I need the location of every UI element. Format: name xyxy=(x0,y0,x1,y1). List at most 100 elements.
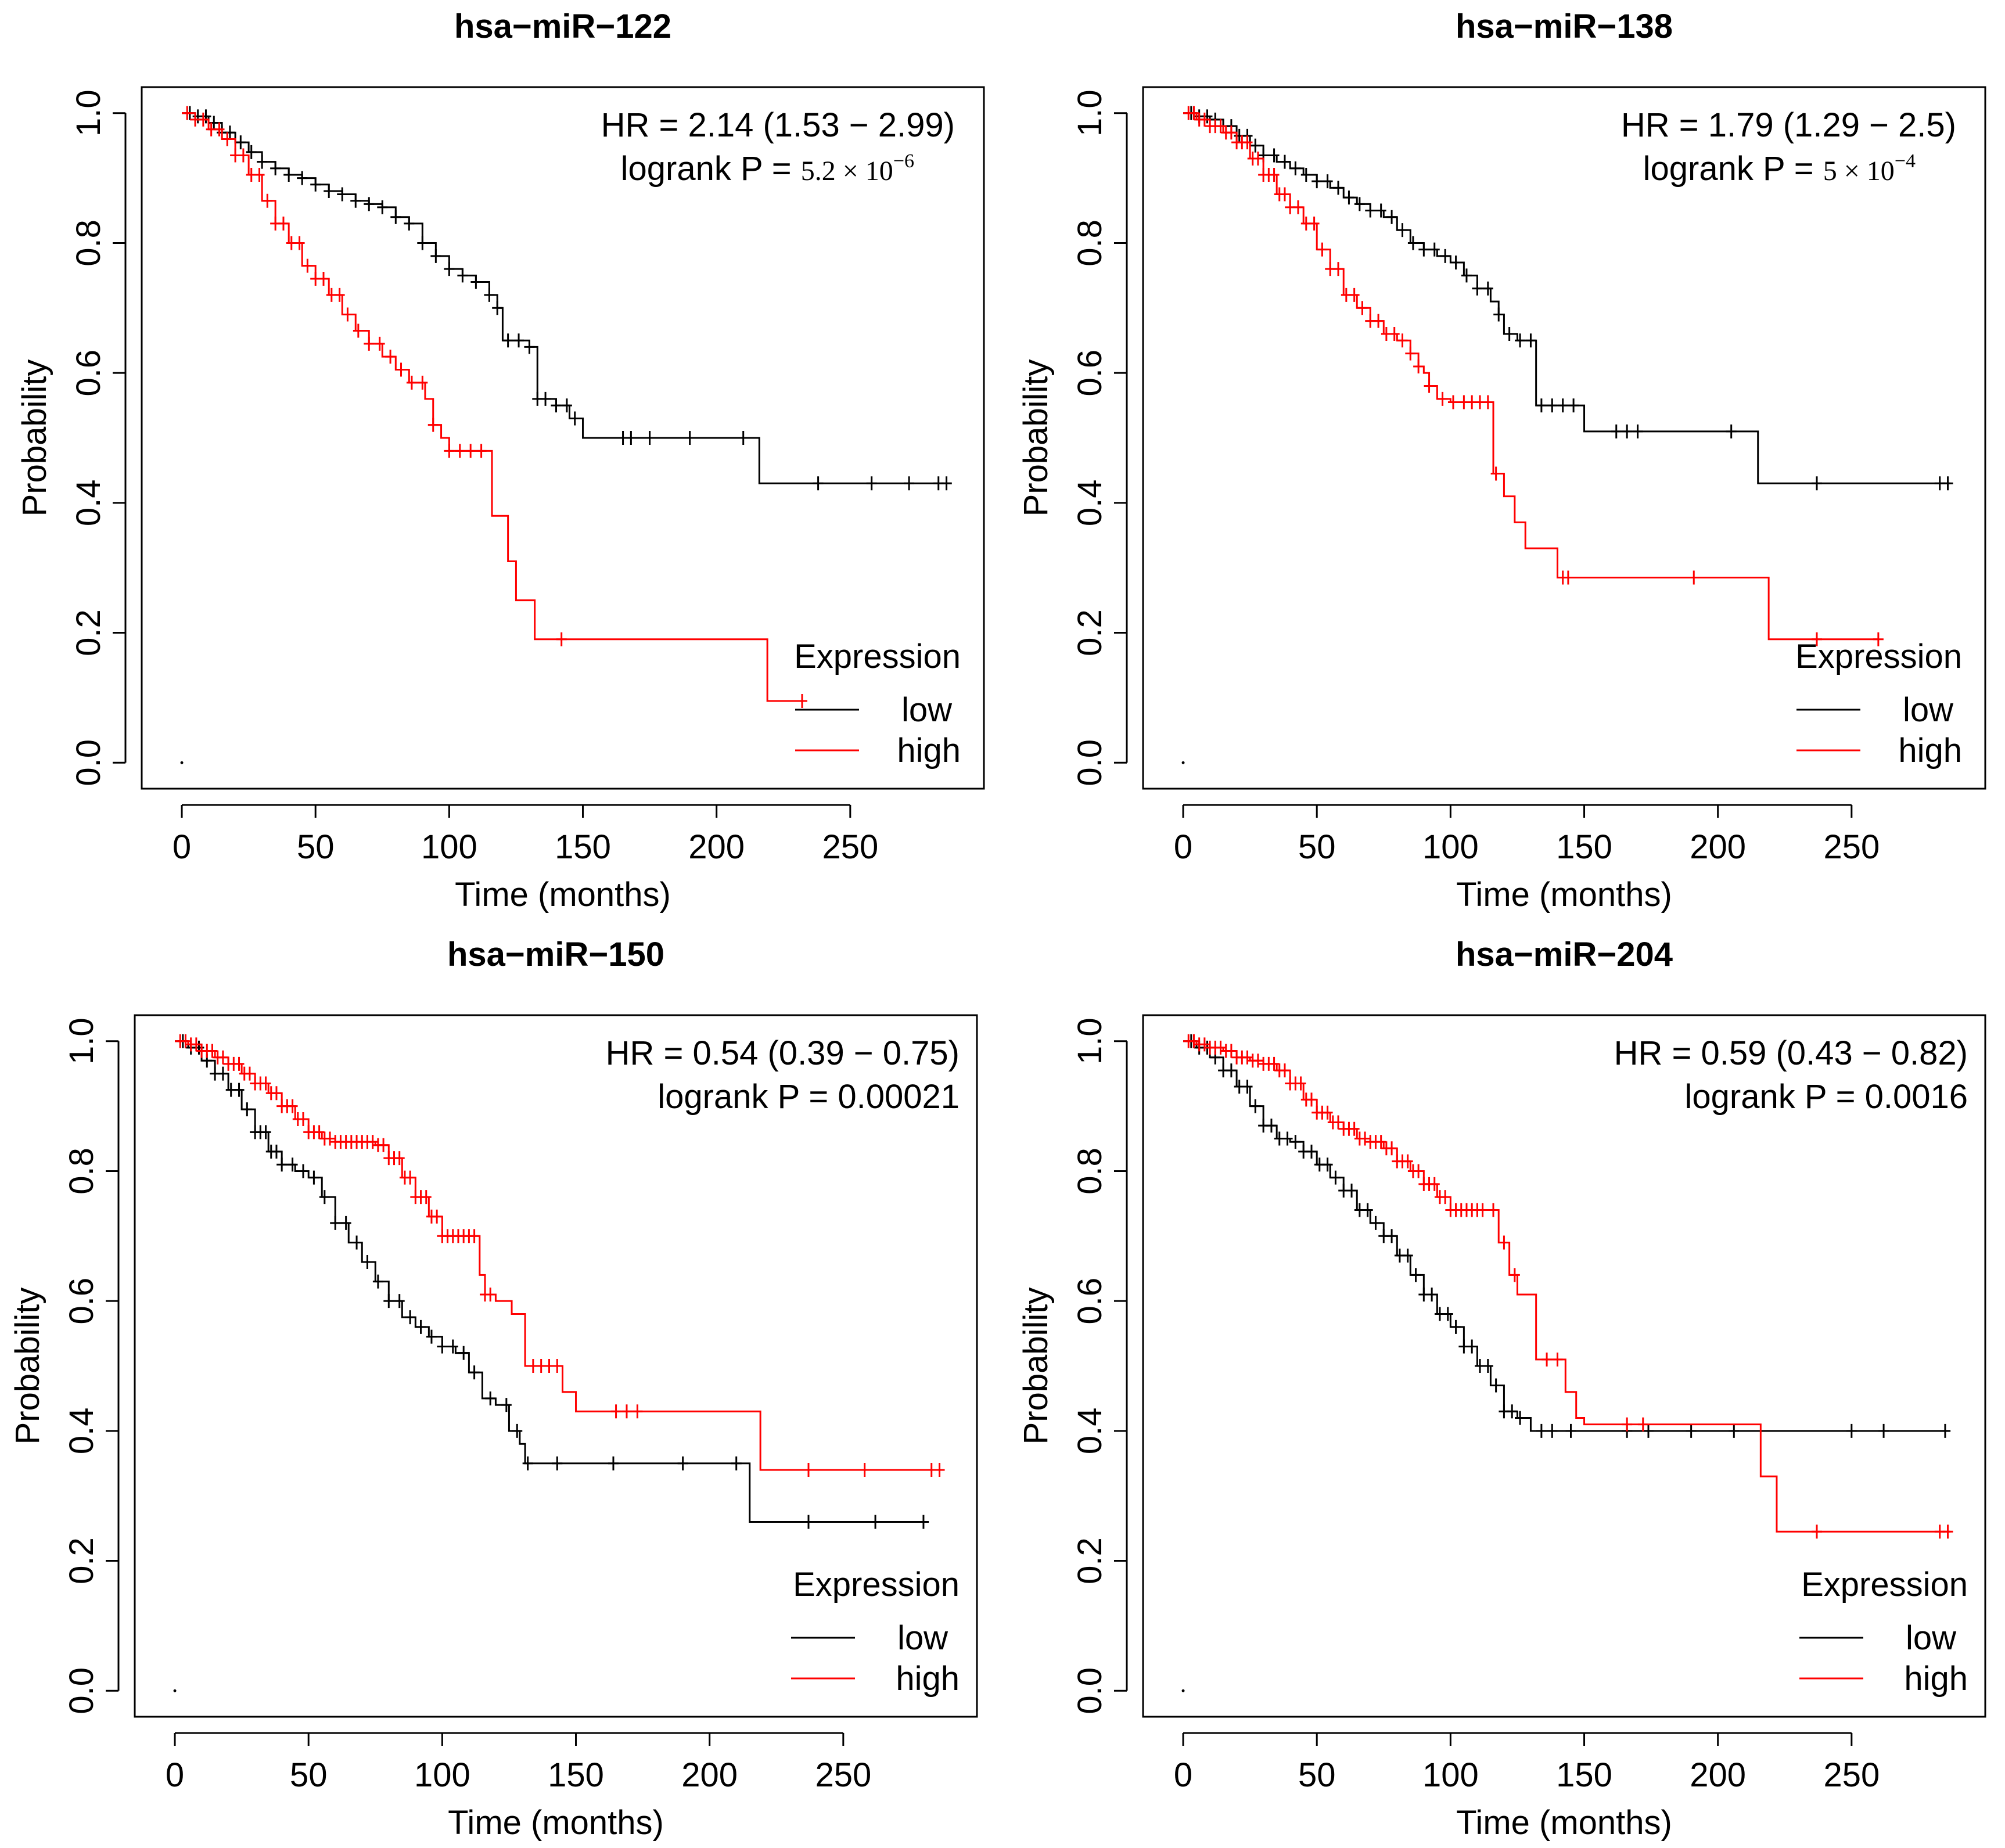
censor-mark-high xyxy=(298,1112,308,1126)
censor-mark-high xyxy=(1424,379,1435,393)
censor-mark-low xyxy=(417,236,428,250)
censor-mark-low xyxy=(444,262,455,276)
censor-mark-low xyxy=(492,301,503,315)
censor-mark-high xyxy=(610,1404,621,1419)
censor-mark-high xyxy=(1386,1141,1397,1156)
censor-mark-low xyxy=(1525,333,1536,348)
x-tick-label: 250 xyxy=(822,828,878,866)
censor-mark-low xyxy=(426,1329,437,1344)
y-tick-label: 0.0 xyxy=(1071,739,1109,786)
censor-mark-low xyxy=(1515,333,1526,348)
censor-mark-high xyxy=(396,362,407,377)
censor-mark-low xyxy=(1467,1339,1478,1354)
censor-mark-low xyxy=(1536,398,1547,413)
x-tick-label: 50 xyxy=(1298,1756,1336,1794)
censor-mark-high xyxy=(1413,359,1424,373)
censor-mark-high xyxy=(214,122,225,136)
censor-mark-high xyxy=(1333,1115,1344,1130)
censor-mark-low xyxy=(1402,1248,1413,1263)
censor-mark-high xyxy=(334,287,345,302)
censor-mark-high xyxy=(427,418,439,432)
x-tick-label: 250 xyxy=(1823,1756,1880,1794)
censor-mark-low xyxy=(1407,236,1418,250)
censor-mark-high xyxy=(287,1099,298,1113)
censor-mark-high xyxy=(1349,287,1360,302)
censor-mark-high xyxy=(934,1462,945,1477)
censor-mark-high xyxy=(1482,395,1493,409)
censor-mark-low xyxy=(1290,161,1301,175)
km-curves xyxy=(1183,1034,1953,1539)
censor-mark-high xyxy=(233,1056,245,1071)
censor-mark-high xyxy=(294,236,305,250)
censor-mark-low xyxy=(1568,398,1579,413)
censor-mark-high xyxy=(1269,168,1280,182)
censor-mark-low xyxy=(308,1170,319,1185)
panel-mir-204: hsa−miR−204 0 50 100 150 200 2500.00.20.40.60… xyxy=(1017,936,1986,1842)
censor-mark-low xyxy=(283,168,294,182)
censor-mark-low xyxy=(1429,242,1440,257)
censor-mark-high xyxy=(254,168,265,182)
censor-mark-low xyxy=(383,1294,394,1308)
y-tick-label: 0.8 xyxy=(70,220,107,267)
censor-mark-low xyxy=(1397,223,1408,238)
x-tick-label: 100 xyxy=(1422,828,1479,866)
censor-mark-low xyxy=(1410,1268,1421,1282)
y-axis-label: Probability xyxy=(1017,1288,1055,1445)
censor-mark-low xyxy=(540,391,551,406)
censor-mark-high xyxy=(1622,1417,1633,1432)
censor-mark-low xyxy=(246,145,257,159)
censor-mark-high xyxy=(1188,1034,1199,1048)
censor-mark-low xyxy=(1493,307,1504,322)
censor-mark-low xyxy=(512,1423,523,1438)
censor-mark-high xyxy=(394,1151,405,1166)
censor-mark-high xyxy=(1242,135,1253,150)
y-tick-label: 0.0 xyxy=(1071,1667,1109,1714)
censor-mark-high xyxy=(1349,1121,1360,1136)
censor-mark-low xyxy=(1300,168,1311,182)
censor-mark-low xyxy=(1632,424,1643,438)
censor-mark-low xyxy=(1450,256,1461,269)
censor-mark-low xyxy=(200,109,211,124)
censor-mark-low xyxy=(364,197,375,211)
hazard-ratio-text: HR = 1.79 (1.29 − 2.5) xyxy=(1621,106,1956,144)
x-tick-label: 0 xyxy=(173,828,191,866)
censor-mark-low xyxy=(1370,1216,1381,1230)
y-tick-label: 1.0 xyxy=(63,1018,100,1065)
censor-mark-high xyxy=(342,307,353,322)
axes: 0 50 100 150 200 250 0.0 0.2 0.4 0.6 0.8 1.0 xyxy=(1071,1018,1880,1794)
y-axis-label: Probability xyxy=(1017,359,1055,517)
x-axis-label: Time (months) xyxy=(1456,1804,1672,1842)
censor-mark-high xyxy=(217,1050,228,1065)
censor-mark-low xyxy=(470,275,482,289)
censor-mark-high xyxy=(1360,1131,1371,1146)
y-tick-label: 0.8 xyxy=(1071,1148,1109,1195)
censor-mark-low xyxy=(485,1391,496,1405)
censor-mark-high xyxy=(1292,200,1303,214)
censor-mark-low xyxy=(350,193,361,208)
logrank-p-value: 5.2 × 10 xyxy=(801,156,893,186)
censor-mark-low xyxy=(1322,1157,1333,1172)
x-tick-label: 0 xyxy=(166,1756,184,1794)
censor-mark-high xyxy=(1215,1040,1226,1055)
y-tick-label: 0.4 xyxy=(70,480,107,527)
censor-mark-high xyxy=(1279,187,1290,202)
censor-mark-low xyxy=(1282,1131,1293,1146)
censor-mark-low xyxy=(405,1310,416,1325)
censor-mark-low xyxy=(1386,1229,1397,1243)
legend-title: Expression xyxy=(1795,638,1962,675)
censor-mark-high xyxy=(469,1229,480,1243)
censor-mark-low xyxy=(1442,1307,1453,1321)
censor-mark-high xyxy=(1429,1177,1440,1191)
panel-mir-138: hsa−miR−138 0 50 100 150 200 2500.00.20.40.60… xyxy=(1017,8,1986,914)
censor-mark-high xyxy=(271,1086,282,1101)
censor-mark-high xyxy=(1333,262,1344,276)
censor-mark-high xyxy=(1477,1203,1488,1217)
censor-mark-high xyxy=(621,1404,632,1419)
censor-mark-low xyxy=(1226,1063,1237,1078)
censor-mark-low xyxy=(551,398,562,413)
censor-mark-low xyxy=(310,177,321,192)
panel-title: hsa−miR−204 xyxy=(1456,936,1673,973)
censor-mark-high xyxy=(260,1076,271,1091)
censor-mark-high xyxy=(1317,242,1328,257)
